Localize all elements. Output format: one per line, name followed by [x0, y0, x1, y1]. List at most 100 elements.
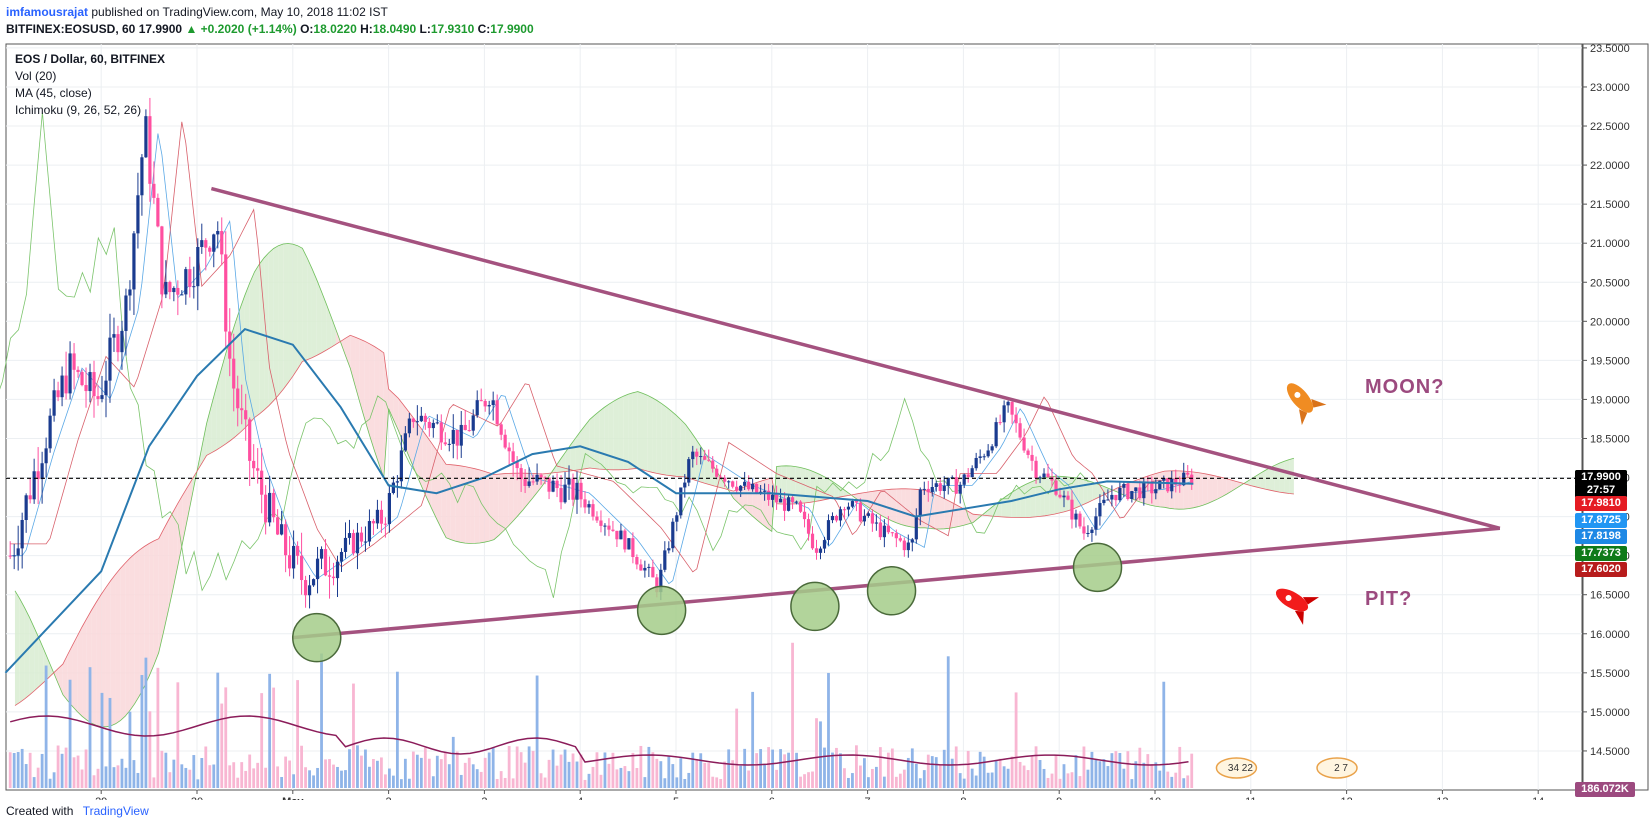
- candle-body: [1022, 437, 1026, 451]
- ma-line: [4, 327, 1194, 674]
- volume-bar: [531, 750, 535, 788]
- rocket-up-icon: [1286, 383, 1327, 426]
- candle-body: [719, 476, 723, 478]
- change-value: ▲ +0.2020 (+1.14%): [185, 22, 297, 36]
- cloud-segment: [1246, 479, 1251, 486]
- cloud-segment: [661, 403, 667, 476]
- candle-body: [890, 532, 894, 534]
- volume-bar: [902, 769, 906, 788]
- cloud-segment: [795, 466, 801, 504]
- volume-bar: [459, 774, 463, 788]
- legend-ichimoku[interactable]: Ichimoku (9, 26, 52, 26): [15, 103, 142, 117]
- cloud-segment: [1044, 476, 1050, 516]
- cloud-segment: [1059, 476, 1064, 514]
- cloud-segment: [834, 482, 839, 498]
- cloud-segment: [292, 244, 298, 377]
- candle-body: [1174, 478, 1178, 485]
- cloud-segment: [187, 479, 193, 520]
- cloud-segment: [905, 488, 911, 527]
- candle-body: [44, 448, 48, 464]
- cloud-segment: [383, 352, 389, 478]
- volume-bar: [691, 752, 695, 788]
- legend-ma[interactable]: MA (45, close): [15, 86, 92, 100]
- price-tag: 27:57: [1575, 482, 1627, 498]
- volume-ma-line: [10, 715, 1189, 766]
- volume-bar: [387, 768, 391, 788]
- cloud-segment: [1207, 474, 1213, 504]
- tenkan-line: [10, 133, 1192, 585]
- candle-body: [743, 481, 747, 486]
- x-tick-label: May: [282, 796, 304, 800]
- candle-body: [978, 456, 982, 458]
- cloud-segment: [1279, 461, 1285, 493]
- candle-body: [144, 116, 148, 158]
- volume-bar: [1074, 755, 1078, 788]
- candle-body: [164, 281, 168, 295]
- cloud-segment: [379, 349, 384, 478]
- cloud-segment: [422, 429, 427, 499]
- candle-body: [707, 459, 711, 461]
- candle-body: [403, 433, 407, 451]
- tradingview-link[interactable]: TradingView: [82, 804, 149, 818]
- plot-area: [5, 43, 1583, 791]
- candle-body: [1178, 484, 1182, 486]
- candle-body: [639, 564, 643, 571]
- x-gridlines: 29 30 May 2 3 4 5 6 7 8 9 10 11 12 13 14: [95, 44, 1544, 800]
- candle-body: [627, 538, 631, 550]
- volume-bar: [819, 721, 822, 788]
- volume-bar: [308, 770, 311, 788]
- cloud-segment: [489, 472, 494, 542]
- candle-body: [88, 372, 92, 392]
- cloud-segment: [163, 520, 169, 633]
- legend-volume[interactable]: Vol (20): [15, 69, 57, 83]
- price-chart[interactable]: 14.500015.000015.500016.000016.500017.00…: [0, 0, 1649, 800]
- volume-bar: [380, 757, 383, 788]
- candle-body: [1038, 477, 1042, 479]
- cloud-segment: [618, 396, 624, 470]
- volume-bar: [934, 757, 938, 788]
- candle-body: [926, 488, 930, 493]
- event-badge-label: 34 22: [1228, 763, 1253, 774]
- candle-body: [830, 515, 835, 521]
- volume-bar: [1150, 764, 1154, 788]
- volume-bar: [1066, 773, 1070, 788]
- author-link[interactable]: imfamousrajat: [6, 5, 89, 19]
- candle-body: [878, 522, 882, 538]
- candle-body: [699, 456, 703, 458]
- y-tick-label: 20.0000: [1590, 316, 1630, 328]
- candle-body: [946, 477, 950, 486]
- candle-body: [567, 478, 571, 485]
- candle-body: [1134, 487, 1138, 492]
- candle-body: [1082, 526, 1086, 534]
- volume-bar: [1114, 751, 1118, 788]
- cloud-segment: [350, 335, 356, 386]
- candle-body: [607, 525, 611, 530]
- cloud-segment: [345, 335, 351, 369]
- cloud-segment: [1016, 486, 1021, 518]
- candle-body: [483, 400, 487, 407]
- candle-body: [1034, 460, 1038, 479]
- candle-body: [495, 400, 499, 425]
- candle-body: [196, 246, 200, 287]
- volume-bar: [747, 770, 751, 788]
- volume-bar: [922, 770, 926, 788]
- candle-body: [236, 388, 240, 409]
- volume-bar: [719, 778, 723, 788]
- candle-body: [527, 481, 531, 486]
- candle-body: [84, 385, 88, 392]
- volume-bar: [795, 752, 798, 788]
- volume-bar: [1122, 768, 1126, 788]
- cloud-segment: [436, 450, 442, 529]
- rocket-down-icon: [1275, 588, 1320, 625]
- candle-body: [794, 501, 799, 503]
- cloud-segment: [211, 387, 217, 453]
- cloud-segment: [594, 411, 600, 470]
- volume-bar: [735, 708, 739, 788]
- volume-bar: [96, 768, 100, 788]
- candle-body: [343, 537, 348, 552]
- candle-body: [415, 421, 419, 423]
- candle-body: [1094, 516, 1098, 530]
- volume-bar: [479, 771, 483, 788]
- volume-bar: [399, 779, 403, 788]
- volume-bar: [439, 759, 443, 788]
